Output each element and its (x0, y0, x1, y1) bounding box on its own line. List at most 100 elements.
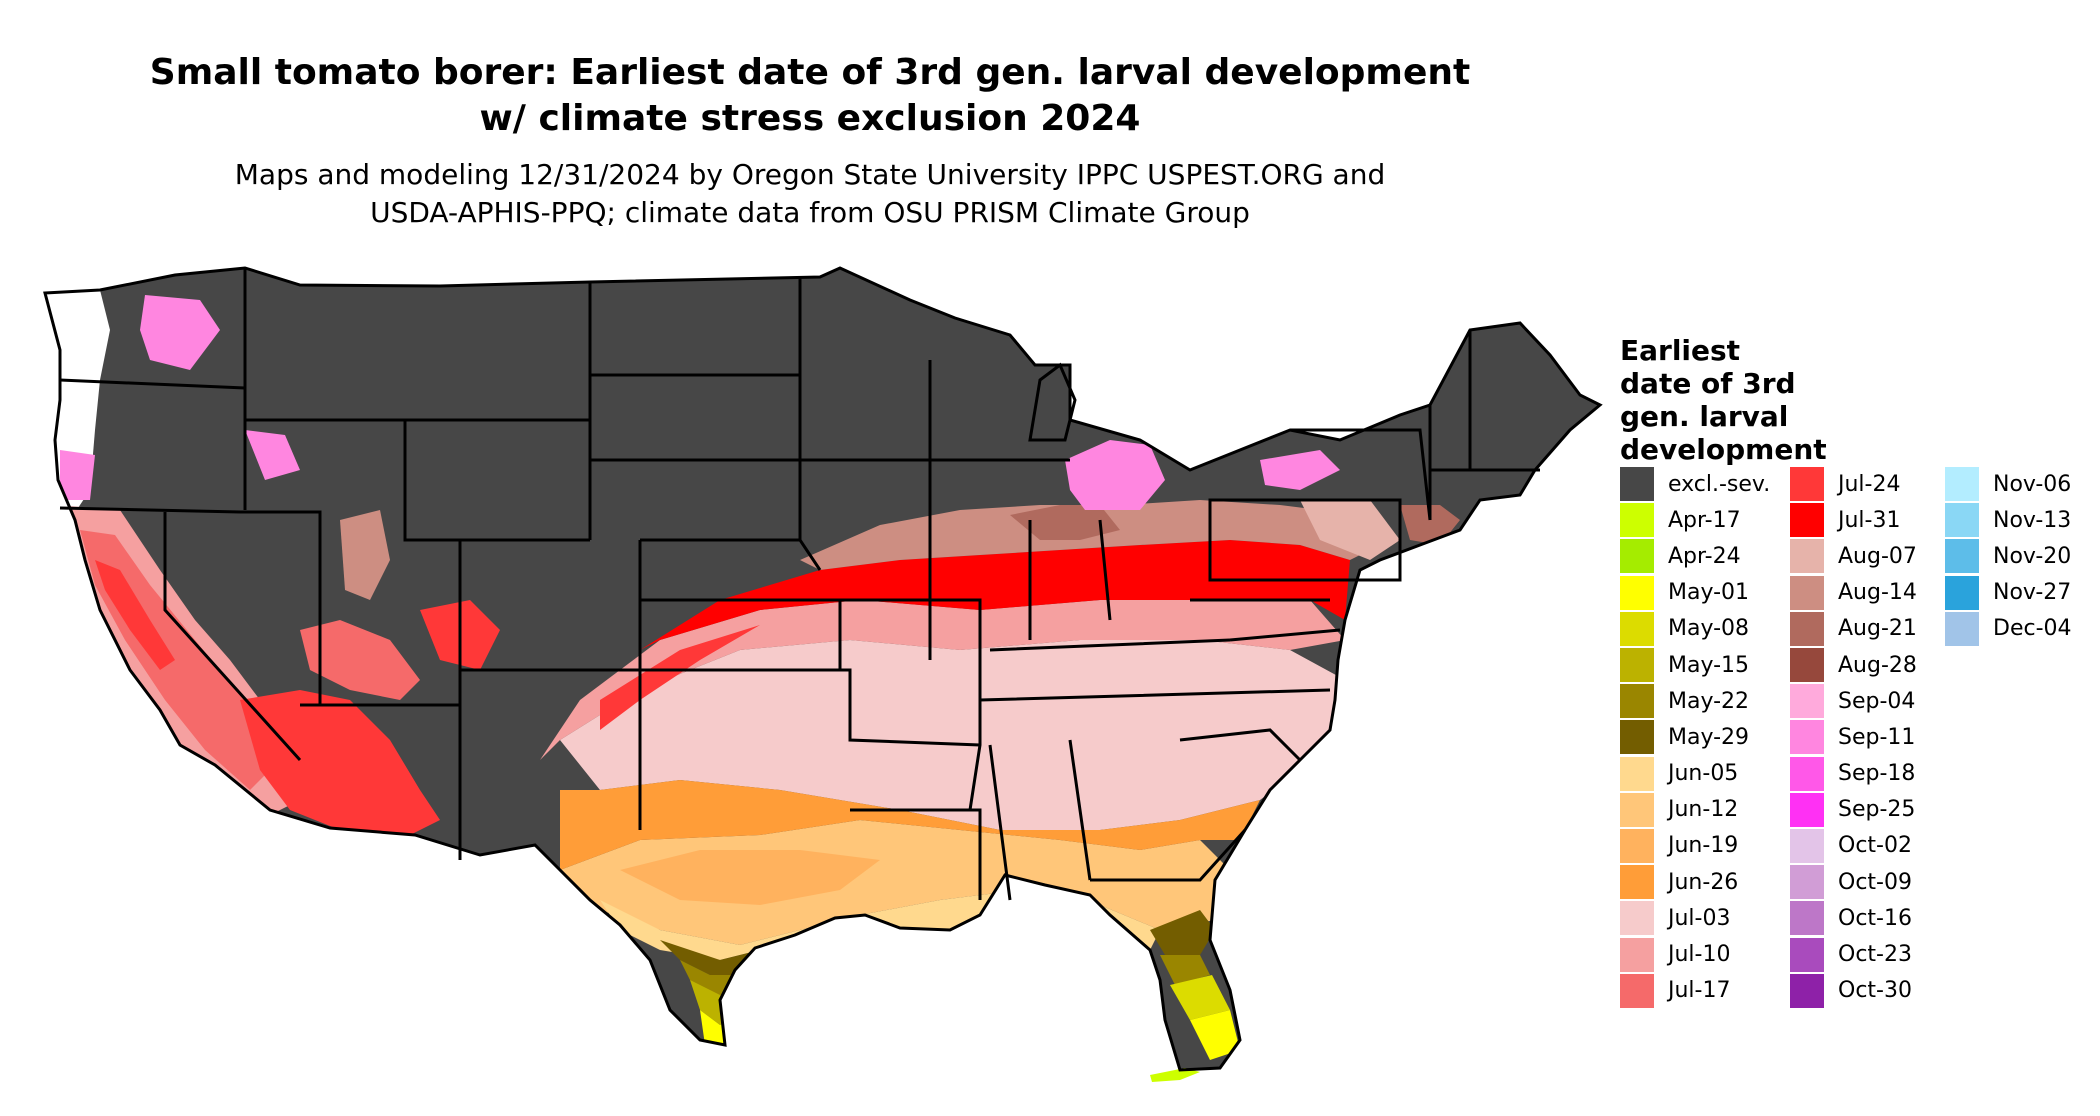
legend-swatch (1620, 937, 1654, 972)
zone-jun-26 (560, 780, 1260, 870)
boundary-pa (1208, 498, 1402, 582)
legend-swatch (1620, 503, 1654, 538)
legend-swatch (1620, 684, 1654, 719)
legend-label: Nov-27 (1993, 580, 2072, 606)
legend-swatch (1790, 865, 1824, 900)
boundary-ca-nv (163, 512, 302, 762)
legend-title-line: gen. larval (1620, 400, 1789, 433)
legend-swatch (1945, 467, 1979, 502)
legend-item: Jul-17 (1620, 973, 1770, 1009)
lake-michigan (1028, 362, 1077, 442)
legend-label: May-08 (1668, 616, 1750, 642)
legend-item: Jul-03 (1620, 900, 1770, 936)
legend-swatch (1620, 611, 1654, 646)
boundary-ms-al (988, 739, 1092, 901)
legend-label: Jul-03 (1668, 905, 1731, 931)
boundary-ga-fl (1090, 828, 1247, 882)
legend-swatch (1620, 467, 1654, 502)
legend-column-1: excl.-sev. Apr-17 Apr-24 May-01 May-08 M… (1620, 466, 1770, 1009)
legend-item: Jun-12 (1620, 792, 1770, 828)
legend-item: May-15 (1620, 647, 1770, 683)
legend-swatch (1790, 828, 1824, 863)
legend-swatch (1790, 756, 1824, 791)
zone-california-hot (95, 560, 175, 670)
boundary-il-in-oh (928, 460, 1112, 660)
state-boundaries (43, 266, 1603, 1072)
legend-label: Sep-25 (1838, 797, 1916, 823)
legend-label: Jul-17 (1668, 978, 1731, 1004)
legend-item: May-22 (1620, 683, 1770, 719)
legend-item: Jul-31 (1790, 502, 1917, 538)
legend-swatch (1620, 539, 1654, 574)
legend-label: May-29 (1668, 724, 1750, 750)
legend-item: Jul-24 (1790, 466, 1917, 502)
legend-label: Jun-19 (1668, 833, 1739, 859)
boundary-tn-ky (979, 638, 1331, 702)
us-outline (43, 266, 1603, 1072)
legend-item: Sep-18 (1790, 756, 1917, 792)
zone-florida-may-22 (1160, 955, 1210, 985)
legend-swatch (1620, 720, 1654, 755)
legend-label: Nov-13 (1993, 507, 2072, 533)
legend-label: May-01 (1668, 580, 1750, 606)
zone-sw-band (300, 620, 420, 700)
legend-item: Oct-30 (1790, 973, 1917, 1009)
legend-label: Jun-26 (1668, 869, 1739, 895)
legend-item: Oct-02 (1790, 828, 1917, 864)
legend-label: Oct-23 (1838, 942, 1912, 968)
zone-florida-may-29 (1150, 910, 1215, 955)
legend-swatch (1620, 973, 1654, 1008)
legend-swatch (1620, 828, 1654, 863)
legend-item: Dec-04 (1945, 611, 2072, 647)
legend-item: Jul-10 (1620, 936, 1770, 972)
legend-item: Oct-09 (1790, 864, 1917, 900)
legend-item: Apr-24 (1620, 538, 1770, 574)
zone-jul-03 (560, 640, 1345, 830)
legend-title-line: date of 3rd (1620, 367, 1796, 400)
legend-swatch (1945, 503, 1979, 538)
boundary-ok-tx (640, 668, 981, 747)
boundary-ny (1290, 428, 1432, 521)
legend-item: Sep-04 (1790, 683, 1917, 719)
legend-item: Oct-23 (1790, 936, 1917, 972)
legend-item: May-08 (1620, 611, 1770, 647)
legend-label: Dec-04 (1993, 616, 2072, 642)
boundary-mn-ia (798, 277, 930, 540)
legend-label: May-22 (1668, 688, 1750, 714)
legend-label: Jul-24 (1838, 471, 1901, 497)
legend-item: Nov-13 (1945, 502, 2072, 538)
legend-swatch (1790, 611, 1824, 646)
legend-swatch (1620, 756, 1654, 791)
legend-item: Jun-26 (1620, 864, 1770, 900)
zone-jul-10 (540, 600, 1345, 760)
legend-item: Jun-19 (1620, 828, 1770, 864)
zone-michigan-pink (1065, 440, 1165, 510)
legend-title-line: development (1620, 433, 1827, 466)
boundary-dakotas (588, 282, 800, 540)
legend-swatch (1790, 901, 1824, 936)
boundary-nm (458, 670, 642, 860)
legend-label: May-15 (1668, 652, 1750, 678)
legend-title: Earliest date of 3rd gen. larval develop… (1620, 334, 1880, 466)
legend-label: Jul-31 (1838, 507, 1901, 533)
zone-pnw-pink-3 (60, 450, 95, 500)
zone-aug-21 (1010, 505, 1120, 540)
legend-item: Aug-28 (1790, 647, 1917, 683)
legend-item: Apr-17 (1620, 502, 1770, 538)
us-map (43, 266, 1603, 1082)
zone-aug-07 (1300, 500, 1400, 560)
legend-label: Apr-17 (1668, 507, 1741, 533)
legend-label: Sep-04 (1838, 688, 1916, 714)
boundary-va-nc (1190, 598, 1341, 642)
legend-label: excl.-sev. (1668, 471, 1771, 497)
zone-pnw-pink-2 (245, 430, 300, 480)
boundary-nv-ut (240, 510, 322, 705)
legend-label: Oct-30 (1838, 978, 1912, 1004)
legend-label: Aug-21 (1838, 616, 1917, 642)
legend-item: May-01 (1620, 575, 1770, 611)
legend-swatch (1945, 539, 1979, 574)
boundary-wi-mi (928, 360, 1070, 462)
map-title-line-2: w/ climate stress exclusion 2024 (479, 98, 1141, 139)
legend-swatch (1790, 467, 1824, 502)
legend-swatch (1790, 792, 1824, 827)
